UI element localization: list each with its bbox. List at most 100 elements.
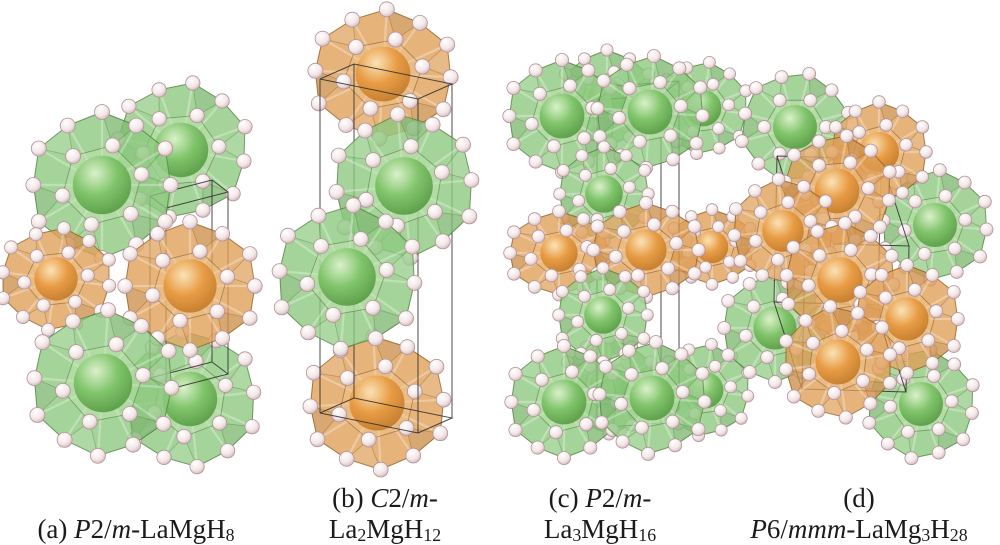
- h-atom: [621, 343, 636, 358]
- h-atom: [572, 194, 586, 208]
- mg-atom: [34, 257, 78, 301]
- h-atom: [722, 98, 735, 112]
- h-atom: [723, 255, 736, 269]
- h-atom: [360, 431, 377, 448]
- polyhedron-facet: [372, 307, 406, 339]
- h-atom: [927, 369, 941, 384]
- formula-subscript: 3: [572, 525, 582, 545]
- h-atom: [848, 104, 863, 119]
- h-atom: [640, 308, 654, 322]
- mg-coordination-polyhedron: [307, 1, 459, 147]
- h-atom: [612, 111, 627, 126]
- polyhedron-facet: [786, 275, 809, 305]
- h-atom: [121, 405, 138, 422]
- h-atom: [503, 246, 517, 260]
- h-atom: [693, 80, 708, 95]
- h-atom: [80, 268, 95, 283]
- la-coordination-polyhedron: [552, 261, 654, 369]
- h-atom: [665, 204, 680, 219]
- h-atom: [641, 446, 656, 461]
- h-atom: [332, 340, 349, 357]
- h-atom: [574, 270, 588, 284]
- h-atom: [30, 140, 47, 157]
- h-atom: [157, 213, 174, 230]
- h-atom: [154, 252, 171, 269]
- h-atom: [414, 58, 431, 75]
- h-atom: [735, 134, 749, 149]
- h-atom: [648, 335, 663, 350]
- h-atom: [895, 104, 910, 119]
- la-atom: [627, 89, 673, 135]
- polyhedron-facet: [130, 213, 166, 245]
- h-atom: [508, 366, 523, 381]
- caption-panel-c: (c) P2/m- La3MgH16: [490, 483, 710, 545]
- h-atom: [843, 155, 858, 170]
- h-atom: [839, 128, 854, 143]
- polyhedron-facet: [373, 336, 408, 367]
- h-atom: [30, 213, 47, 230]
- h-atom: [624, 367, 639, 382]
- h-atom: [211, 139, 227, 155]
- h-atom: [555, 284, 569, 298]
- h-atom: [144, 287, 161, 304]
- h-atom: [531, 229, 546, 244]
- h-atom: [589, 333, 603, 347]
- h-atom: [121, 98, 137, 114]
- h-atom: [559, 223, 574, 238]
- h-atom: [973, 249, 987, 264]
- la-atom: [773, 105, 817, 149]
- h-atom: [812, 134, 827, 149]
- h-atom: [646, 49, 661, 64]
- caption-text: 2/: [388, 483, 410, 513]
- polyhedron-facet: [279, 271, 308, 308]
- h-atom: [932, 163, 947, 178]
- la-atom: [72, 155, 132, 215]
- panel-d-structure: [717, 67, 994, 466]
- h-atom: [875, 320, 890, 335]
- h-atom: [546, 139, 561, 154]
- h-atom: [583, 349, 598, 364]
- h-atom: [219, 269, 236, 285]
- h-atom: [787, 147, 802, 162]
- caption-text: (b): [332, 483, 371, 513]
- caption-text: H: [930, 514, 950, 544]
- polyhedron-facet: [87, 259, 110, 286]
- h-atom: [463, 172, 480, 189]
- polyhedron-facet: [397, 114, 433, 147]
- polyhedron-facet: [202, 181, 234, 211]
- h-atom: [619, 149, 633, 163]
- h-atom: [553, 187, 567, 201]
- h-atom: [325, 306, 342, 323]
- h-atom: [156, 449, 172, 465]
- h-atom: [881, 193, 896, 208]
- h-atom: [771, 172, 786, 187]
- h-atom: [872, 95, 886, 109]
- polyhedron-facet: [720, 410, 742, 431]
- h-atom: [128, 117, 145, 134]
- h-atom: [406, 383, 423, 400]
- polyhedron-facet: [288, 215, 322, 247]
- h-atom: [673, 99, 688, 114]
- la-atom: [73, 353, 133, 413]
- h-atom: [594, 415, 609, 430]
- h-atom: [856, 373, 871, 388]
- h-atom: [895, 185, 910, 200]
- la-coordination-polyhedron: [271, 197, 423, 357]
- h-atom: [61, 245, 76, 260]
- polyhedron-facet: [386, 246, 415, 283]
- h-atom: [314, 30, 331, 47]
- h-atom: [242, 310, 258, 326]
- h-atom: [507, 266, 521, 281]
- h-atom: [907, 282, 922, 297]
- h-atom: [674, 347, 689, 362]
- formula-subscript: 2: [357, 525, 367, 545]
- h-atom: [305, 364, 322, 381]
- h-atom: [163, 379, 180, 396]
- polyhedron-facet: [938, 429, 964, 453]
- h-atom: [947, 357, 962, 372]
- la-coordination-polyhedron: [735, 67, 855, 188]
- polyhedron-facet: [954, 248, 981, 272]
- formula-subscript: 16: [638, 525, 657, 545]
- h-atom: [571, 315, 585, 329]
- h-atom: [403, 138, 419, 155]
